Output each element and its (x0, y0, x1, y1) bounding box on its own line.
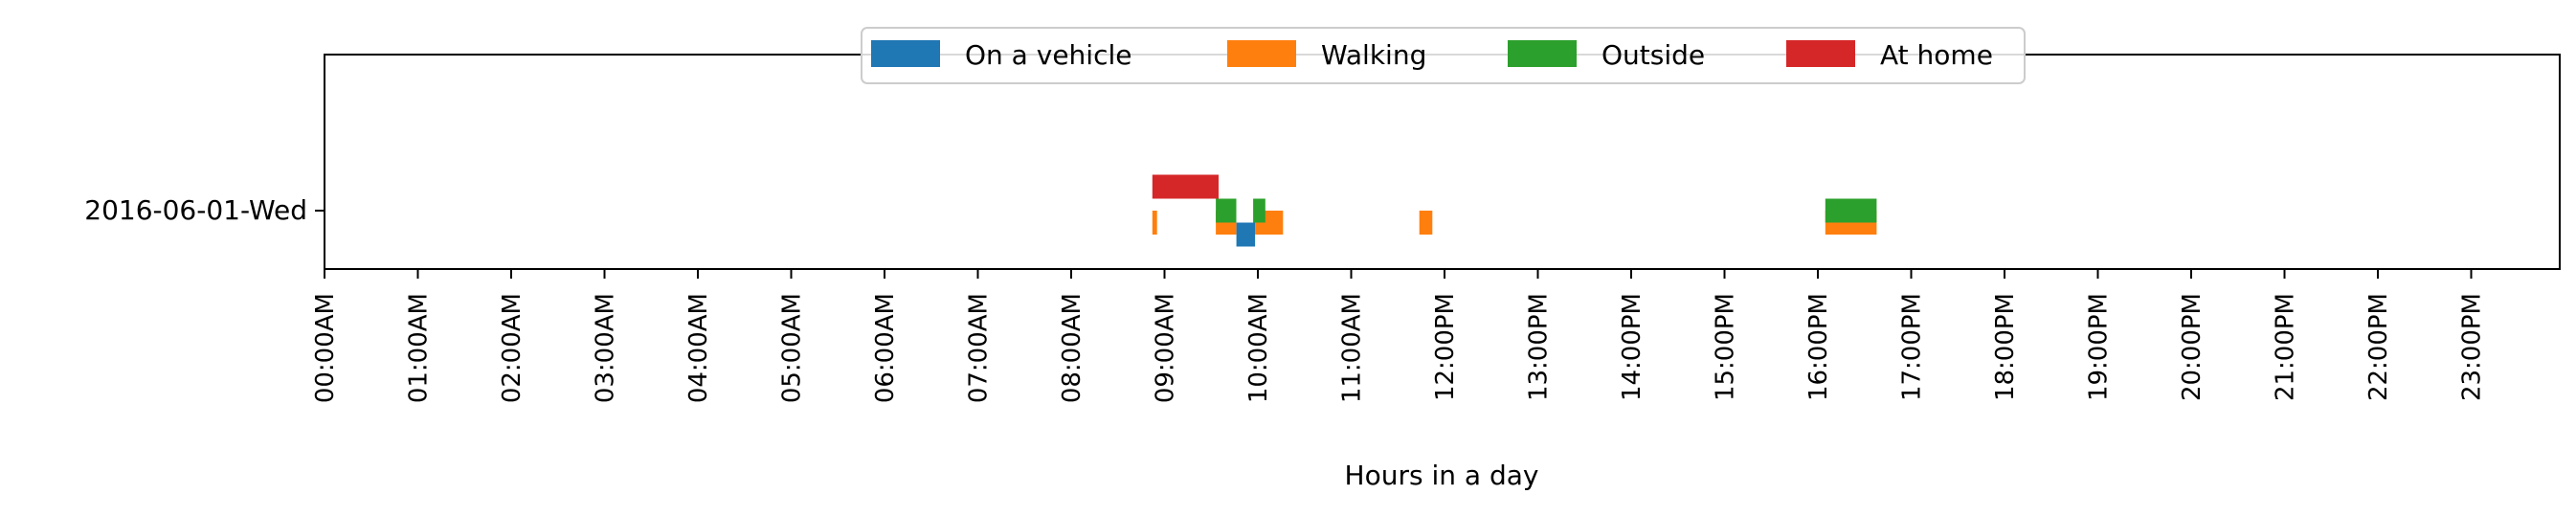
x-tick-label: 07:00AM (965, 293, 994, 403)
legend-swatch-at-home (1786, 40, 1855, 67)
legend: On a vehicle Walking Outside At home (861, 27, 2026, 84)
bar-walking-0 (1152, 211, 1157, 235)
x-tick-label: 08:00AM (1058, 293, 1086, 403)
x-tick-label: 22:00PM (2364, 293, 2393, 401)
x-tick-label: 15:00PM (1712, 293, 1740, 401)
bar-outside-1 (1253, 198, 1266, 223)
legend-label: Outside (1602, 39, 1705, 71)
x-tick-label: 05:00AM (778, 293, 807, 403)
bar-on-a-vehicle-0 (1236, 222, 1256, 247)
x-tick-label: 20:00PM (2178, 293, 2206, 401)
x-tick-label: 18:00PM (1991, 293, 2020, 401)
legend-box (861, 27, 2026, 84)
x-tick-label: 04:00AM (684, 293, 713, 403)
x-tick-label: 00:00AM (311, 293, 340, 403)
x-tick-label: 12:00PM (1431, 293, 1460, 401)
x-tick-label: 21:00PM (2272, 293, 2300, 401)
bar-walking-3 (1419, 211, 1433, 235)
x-axis-label: Hours in a day (1345, 460, 1539, 491)
bar-at-home-0 (1152, 174, 1219, 199)
x-tick-label: 01:00AM (405, 293, 434, 403)
legend-label: Walking (1321, 39, 1426, 71)
x-tick-label: 03:00AM (592, 293, 620, 403)
bar-outside-0 (1216, 198, 1237, 223)
x-axis: 00:00AM 01:00AM 02:00AM 03:00AM 04:00AM 05:00… (311, 269, 2487, 403)
x-tick-label: 19:00PM (2085, 293, 2114, 401)
x-tick-label: 23:00PM (2458, 293, 2487, 401)
x-tick-label: 06:00AM (871, 293, 900, 403)
y-axis: 2016-06-01-Wed (84, 194, 325, 226)
y-tick-label: 2016-06-01-Wed (84, 194, 307, 226)
x-tick-label: 09:00AM (1152, 293, 1180, 403)
x-tick-label: 10:00AM (1244, 293, 1273, 403)
x-tick-label: 11:00AM (1338, 293, 1367, 403)
legend-label: On a vehicle (965, 39, 1131, 71)
legend-swatch-on-a-vehicle (871, 40, 940, 67)
bars-layer (1152, 174, 1877, 247)
bar-outside-2 (1825, 198, 1877, 223)
legend-swatch-walking (1227, 40, 1296, 67)
x-tick-label: 14:00PM (1618, 293, 1646, 401)
legend-label: At home (1880, 39, 1993, 71)
x-tick-label: 16:00PM (1804, 293, 1833, 401)
x-tick-label: 13:00PM (1525, 293, 1554, 401)
x-tick-label: 02:00AM (498, 293, 526, 403)
x-tick-label: 17:00PM (1898, 293, 1927, 401)
legend-swatch-outside (1508, 40, 1577, 67)
